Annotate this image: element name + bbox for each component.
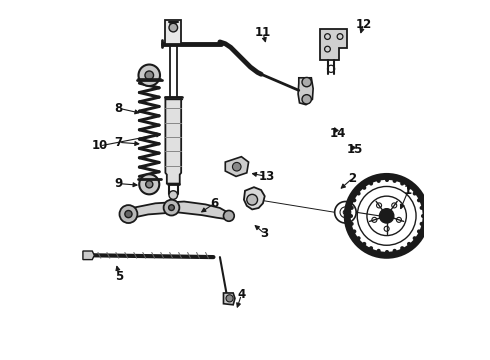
Text: 1: 1	[404, 184, 412, 197]
Circle shape	[169, 205, 174, 211]
Text: 7: 7	[115, 136, 123, 149]
Polygon shape	[320, 30, 347, 60]
Text: 9: 9	[115, 177, 123, 190]
Text: 2: 2	[348, 172, 357, 185]
Text: 12: 12	[355, 18, 371, 31]
Circle shape	[169, 191, 177, 199]
Circle shape	[139, 174, 159, 194]
Text: 8: 8	[115, 102, 123, 115]
Circle shape	[125, 211, 132, 218]
Circle shape	[146, 181, 153, 188]
Circle shape	[343, 210, 347, 215]
Circle shape	[169, 23, 177, 32]
Circle shape	[302, 77, 311, 87]
Text: 13: 13	[258, 170, 274, 183]
Text: 11: 11	[255, 27, 271, 40]
Circle shape	[226, 295, 233, 302]
Polygon shape	[166, 98, 181, 184]
Polygon shape	[225, 157, 248, 176]
Text: 3: 3	[261, 227, 269, 240]
Circle shape	[232, 162, 241, 171]
Text: 4: 4	[237, 288, 245, 301]
Circle shape	[302, 95, 311, 104]
Text: 10: 10	[92, 139, 108, 152]
Polygon shape	[298, 78, 313, 105]
Circle shape	[379, 209, 394, 223]
Text: 15: 15	[346, 143, 363, 156]
Circle shape	[164, 200, 179, 216]
Text: 14: 14	[329, 127, 346, 140]
Circle shape	[145, 71, 153, 80]
Circle shape	[139, 64, 160, 86]
Circle shape	[120, 205, 137, 223]
Polygon shape	[223, 293, 235, 305]
Circle shape	[247, 194, 258, 205]
Text: 6: 6	[210, 197, 219, 210]
Circle shape	[223, 211, 234, 221]
Bar	[166, 21, 181, 44]
Text: 5: 5	[115, 270, 123, 283]
Polygon shape	[83, 251, 95, 260]
Polygon shape	[244, 187, 265, 210]
Polygon shape	[125, 202, 231, 220]
